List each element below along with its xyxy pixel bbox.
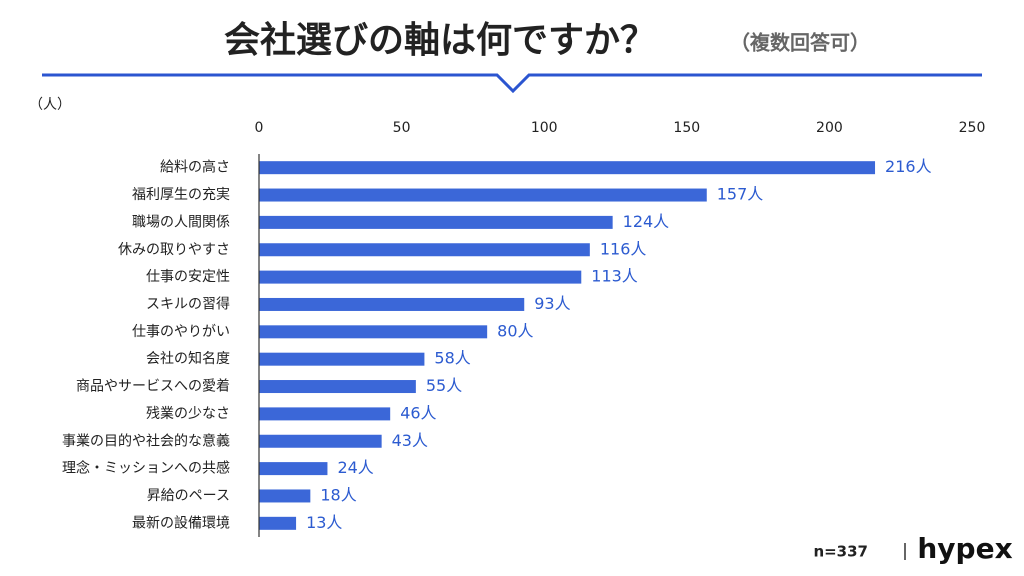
unit-label: （人） <box>29 97 71 113</box>
y-tick-label: 最新の設備環境 <box>132 515 230 531</box>
bar <box>259 161 876 175</box>
value-label: 80人 <box>497 321 533 340</box>
value-label: 43人 <box>392 431 428 450</box>
value-label: 55人 <box>426 376 462 395</box>
value-label: 216人 <box>885 157 932 176</box>
value-label: 124人 <box>623 212 670 231</box>
bar <box>259 407 391 421</box>
x-tick-label: 50 <box>393 120 411 136</box>
x-tick-label: 150 <box>673 120 700 136</box>
bar <box>259 489 311 503</box>
bar <box>259 243 590 257</box>
value-label: 13人 <box>306 513 342 532</box>
y-tick-label: 福利厚生の充実 <box>132 187 230 203</box>
y-tick-label: 仕事のやりがい <box>132 324 230 340</box>
chart-subtitle: （複数回答可） <box>730 31 870 55</box>
title-rule <box>42 73 982 94</box>
y-tick-label: 商品やサービスへの愛着 <box>76 379 230 395</box>
y-tick-label: 会社の知名度 <box>146 350 230 367</box>
bar <box>259 215 613 229</box>
bar <box>259 297 525 311</box>
value-label: 46人 <box>400 403 436 422</box>
bar <box>259 325 488 339</box>
bar <box>259 516 297 530</box>
sample-note: n=337 <box>813 543 868 561</box>
x-tick-label: 250 <box>959 120 986 136</box>
bar <box>259 380 416 394</box>
chart-title: 会社選びの軸は何ですか？ <box>224 20 656 61</box>
y-tick-label: 事業の目的や社会的な意義 <box>62 432 230 449</box>
value-label: 93人 <box>534 294 570 313</box>
y-tick-label: 理念・ミッションへの共感 <box>62 460 230 477</box>
y-tick-label: 残業の少なさ <box>146 406 230 422</box>
value-label: 157人 <box>717 185 764 204</box>
bar <box>259 352 425 366</box>
y-tick-label: 職場の人間関係 <box>132 214 230 230</box>
value-label: 24人 <box>337 458 373 477</box>
value-label: 18人 <box>320 485 356 504</box>
y-tick-label: 給料の高さ <box>160 159 230 176</box>
bar <box>259 188 707 202</box>
value-label: 113人 <box>591 267 638 286</box>
brand-logo: hypex <box>917 532 1012 565</box>
bar <box>259 270 582 284</box>
x-tick-label: 0 <box>255 120 264 136</box>
x-tick-label: 200 <box>816 120 843 136</box>
y-tick-label: 仕事の安定性 <box>146 269 230 285</box>
bar <box>259 462 328 476</box>
y-tick-label: 休みの取りやすさ <box>118 242 230 258</box>
x-tick-label: 100 <box>531 120 558 136</box>
y-tick-label: 昇給のペース <box>147 488 230 504</box>
y-tick-label: スキルの習得 <box>146 295 230 312</box>
value-label: 58人 <box>434 349 470 368</box>
value-label: 116人 <box>600 239 647 258</box>
bar <box>259 434 382 448</box>
